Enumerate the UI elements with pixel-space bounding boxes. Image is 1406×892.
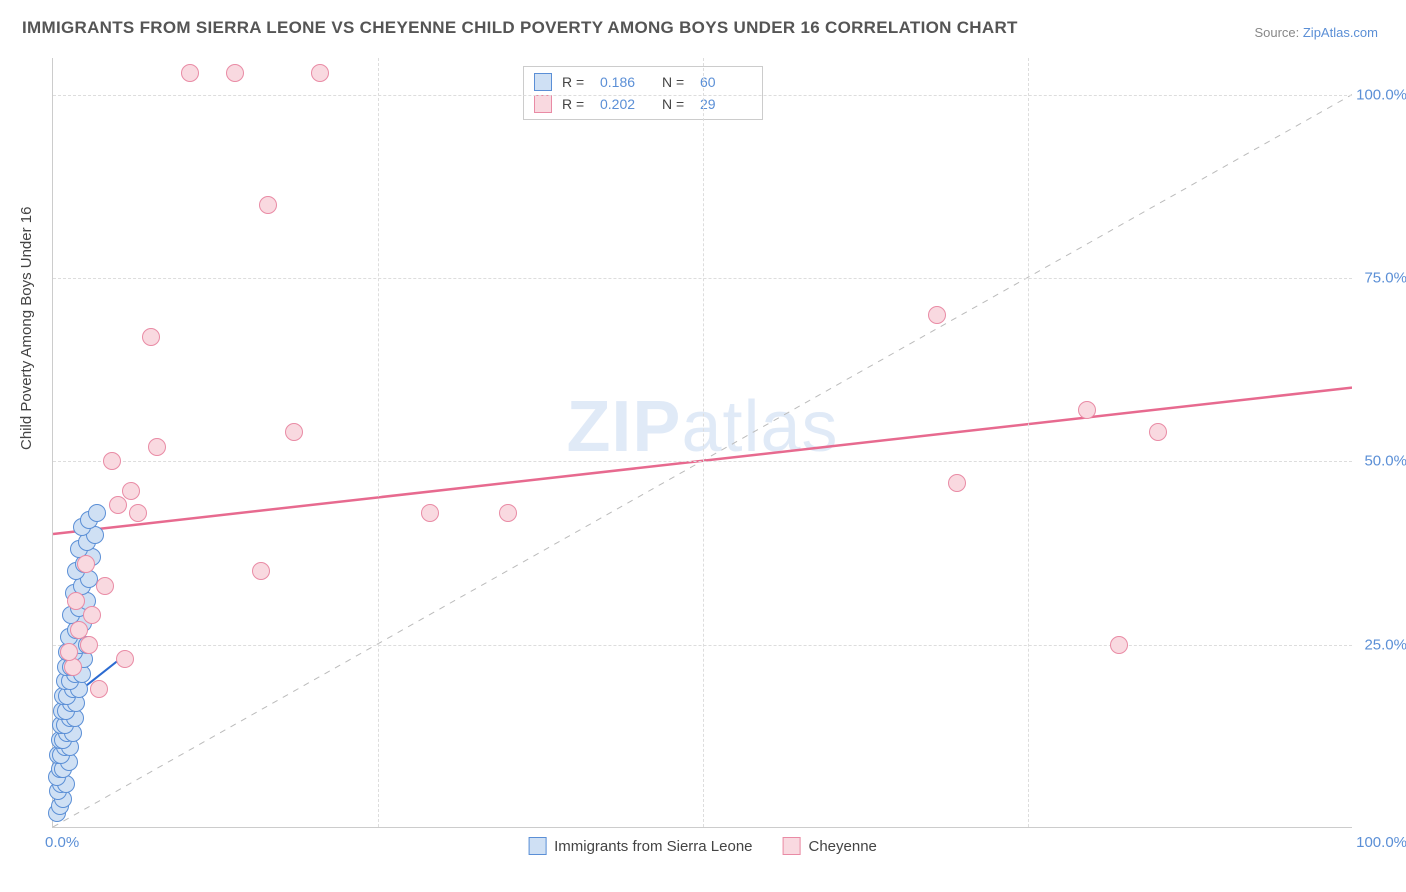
data-point-cheyenne: [928, 306, 946, 324]
y-tick-label: 50.0%: [1364, 453, 1406, 470]
data-point-cheyenne: [129, 504, 147, 522]
gridline-vertical: [703, 58, 704, 827]
watermark-bold: ZIP: [566, 387, 681, 467]
chart-title: IMMIGRANTS FROM SIERRA LEONE VS CHEYENNE…: [22, 18, 1018, 38]
gridline-vertical: [378, 58, 379, 827]
r-label: R =: [562, 74, 590, 90]
n-label: N =: [662, 74, 690, 90]
y-tick-label: 100.0%: [1356, 86, 1406, 103]
legend-label-sierra-leone: Immigrants from Sierra Leone: [554, 838, 752, 855]
data-point-cheyenne: [96, 577, 114, 595]
x-tick-label: 100.0%: [1356, 834, 1406, 851]
data-point-cheyenne: [103, 452, 121, 470]
watermark-rest: atlas: [681, 387, 838, 467]
legend-item-sierra-leone: Immigrants from Sierra Leone: [528, 837, 752, 855]
data-point-cheyenne: [252, 562, 270, 580]
data-point-cheyenne: [60, 643, 78, 661]
y-axis-label: Child Poverty Among Boys Under 16: [18, 207, 35, 450]
data-point-cheyenne: [421, 504, 439, 522]
r-value-cheyenne: 0.202: [600, 96, 652, 112]
swatch-cheyenne: [783, 837, 801, 855]
source-prefix: Source:: [1254, 25, 1302, 40]
legend-item-cheyenne: Cheyenne: [783, 837, 877, 855]
r-value-sierra-leone: 0.186: [600, 74, 652, 90]
data-point-cheyenne: [499, 504, 517, 522]
data-point-cheyenne: [80, 636, 98, 654]
data-point-cheyenne: [109, 496, 127, 514]
source-attribution: Source: ZipAtlas.com: [1254, 25, 1378, 40]
data-point-cheyenne: [67, 592, 85, 610]
correlation-legend: R = 0.186 N = 60 R = 0.202 N = 29: [523, 66, 763, 120]
r-label: R =: [562, 96, 590, 112]
source-link[interactable]: ZipAtlas.com: [1303, 25, 1378, 40]
data-point-cheyenne: [1078, 401, 1096, 419]
data-point-cheyenne: [285, 423, 303, 441]
data-point-cheyenne: [181, 64, 199, 82]
chart-plot-area: ZIPatlas R = 0.186 N = 60 R = 0.202 N = …: [52, 58, 1352, 828]
data-point-cheyenne: [948, 474, 966, 492]
correlation-row-cheyenne: R = 0.202 N = 29: [534, 93, 752, 115]
data-point-cheyenne: [90, 680, 108, 698]
n-value-cheyenne: 29: [700, 96, 752, 112]
y-tick-label: 25.0%: [1364, 636, 1406, 653]
data-point-cheyenne: [148, 438, 166, 456]
data-point-cheyenne: [259, 196, 277, 214]
swatch-sierra-leone: [534, 73, 552, 91]
data-point-cheyenne: [1110, 636, 1128, 654]
n-label: N =: [662, 96, 690, 112]
data-point-sierra_leone: [88, 504, 106, 522]
data-point-cheyenne: [1149, 423, 1167, 441]
data-point-cheyenne: [116, 650, 134, 668]
correlation-row-sierra-leone: R = 0.186 N = 60: [534, 71, 752, 93]
swatch-sierra-leone: [528, 837, 546, 855]
n-value-sierra-leone: 60: [700, 74, 752, 90]
data-point-cheyenne: [142, 328, 160, 346]
data-point-cheyenne: [226, 64, 244, 82]
x-tick-label: 0.0%: [45, 834, 79, 851]
series-legend: Immigrants from Sierra Leone Cheyenne: [528, 837, 877, 855]
swatch-cheyenne: [534, 95, 552, 113]
data-point-cheyenne: [83, 606, 101, 624]
legend-label-cheyenne: Cheyenne: [809, 838, 877, 855]
data-point-cheyenne: [311, 64, 329, 82]
gridline-vertical: [1028, 58, 1029, 827]
y-tick-label: 75.0%: [1364, 270, 1406, 287]
data-point-cheyenne: [122, 482, 140, 500]
data-point-cheyenne: [77, 555, 95, 573]
